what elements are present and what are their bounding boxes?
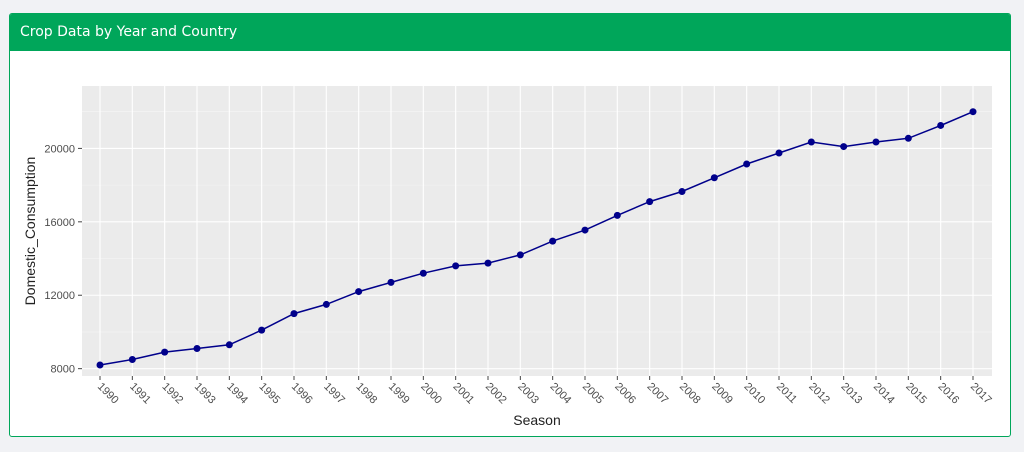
- data-point: [225, 341, 233, 349]
- x-tick-label: 2001: [451, 381, 477, 407]
- x-tick-label: 2004: [548, 381, 574, 407]
- axis-ticks: [78, 147, 974, 380]
- data-point: [807, 138, 815, 146]
- data-point: [872, 138, 880, 146]
- x-tick-label: 1997: [321, 381, 347, 407]
- x-tick-label: 2006: [612, 381, 638, 407]
- x-tick-label: 2007: [645, 381, 671, 407]
- x-tick-label: 2005: [580, 381, 606, 407]
- x-tick-label: 1998: [354, 381, 380, 407]
- plot-background: [82, 86, 992, 376]
- data-point: [646, 198, 654, 206]
- x-tick-label: 2015: [903, 381, 929, 407]
- x-tick-label: 2002: [483, 381, 509, 407]
- y-tick-label: 12000: [44, 290, 75, 302]
- y-tick-label: 16000: [44, 217, 75, 229]
- data-point: [484, 259, 492, 267]
- x-tick-label: 2003: [515, 381, 541, 407]
- x-tick-label: 2012: [806, 381, 832, 407]
- data-point: [419, 269, 427, 277]
- y-tick-label: 20000: [44, 143, 75, 155]
- x-tick-label: 1995: [257, 381, 283, 407]
- data-point: [549, 237, 557, 245]
- x-tick-label: 2000: [418, 381, 444, 407]
- x-tick-label: 1999: [386, 381, 412, 407]
- data-point: [775, 149, 783, 157]
- panel-title: Crop Data by Year and Country: [10, 14, 1010, 51]
- data-point: [969, 108, 977, 116]
- data-point: [678, 188, 686, 196]
- data-point: [581, 226, 589, 234]
- minor-gridlines: [82, 111, 992, 333]
- data-point: [387, 278, 395, 286]
- y-tick-label: 8000: [51, 364, 75, 376]
- x-tick-label: 2013: [839, 381, 865, 407]
- line-chart: 8000 12000 16000 20000 1990 1991 1992 1993 1994…: [22, 86, 994, 428]
- y-axis-title: Domestic_Consumption: [22, 157, 38, 306]
- x-tick-label: 2011: [774, 381, 799, 406]
- data-point: [290, 310, 298, 318]
- x-tick-label: 1990: [95, 381, 121, 407]
- data-point: [452, 262, 460, 270]
- x-tick-label: 1993: [192, 381, 218, 407]
- x-tick-label: 2016: [936, 381, 962, 407]
- y-tick-labels: 8000 12000 16000 20000: [44, 143, 75, 375]
- chart-panel: Crop Data by Year and Country 8000 12000 1…: [9, 13, 1011, 437]
- x-tick-labels: 1990 1991 1992 1993 1994 1995 1996 1997 1998 1999…: [95, 381, 994, 407]
- data-point: [96, 361, 104, 369]
- data-point: [258, 326, 266, 334]
- x-axis-title: Season: [513, 412, 560, 428]
- x-tick-label: 1991: [127, 381, 153, 407]
- data-point: [840, 143, 848, 151]
- data-point: [355, 288, 363, 296]
- data-point: [322, 300, 330, 308]
- data-point: [743, 160, 751, 168]
- x-tick-label: 2017: [968, 381, 994, 407]
- data-point: [193, 344, 201, 352]
- data-point: [937, 121, 945, 129]
- x-tick-label: 2008: [677, 381, 703, 407]
- panel-body: 8000 12000 16000 20000 1990 1991 1992 1993 1994…: [10, 51, 1010, 436]
- x-tick-label: 1996: [289, 381, 315, 407]
- x-tick-label: 1994: [224, 381, 250, 407]
- data-point: [904, 134, 912, 142]
- data-point: [613, 211, 621, 219]
- data-point: [128, 355, 136, 363]
- data-point: [161, 348, 169, 356]
- data-point: [710, 174, 718, 182]
- x-tick-label: 1992: [160, 381, 186, 407]
- x-tick-label: 2009: [709, 381, 735, 407]
- data-points: [96, 108, 977, 369]
- x-tick-label: 2010: [742, 381, 768, 407]
- x-tick-label: 2014: [871, 381, 897, 407]
- series-line: [99, 111, 974, 366]
- data-point: [516, 251, 524, 259]
